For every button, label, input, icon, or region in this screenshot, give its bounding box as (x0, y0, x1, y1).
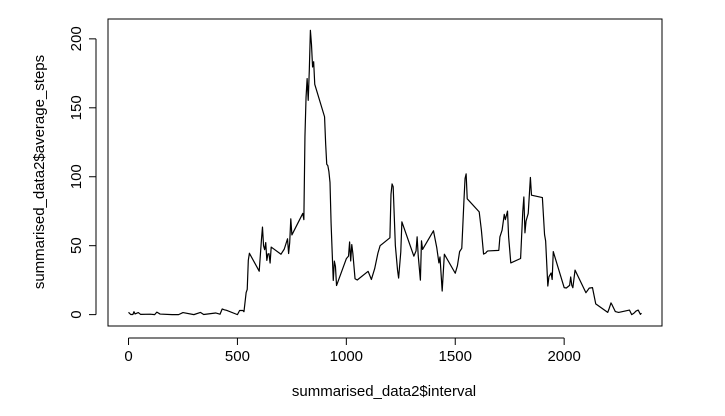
plot-box (107, 18, 663, 327)
x-tick-label: 2000 (547, 348, 580, 365)
x-axis-label: summarised_data2$interval (292, 383, 476, 400)
x-tick-label: 500 (225, 348, 250, 365)
y-tick-label: 100 (68, 164, 85, 189)
y-axis-label: summarised_data2$average_steps (31, 55, 48, 289)
x-tick-label: 0 (124, 348, 132, 365)
data-line (128, 29, 642, 316)
y-tick-label: 200 (68, 26, 85, 51)
y-tick-label: 0 (68, 310, 85, 318)
y-tick-label: 150 (68, 95, 85, 120)
y-tick-label: 50 (68, 237, 85, 254)
x-tick-label: 1000 (330, 348, 363, 365)
x-tick-label: 1500 (439, 348, 472, 365)
